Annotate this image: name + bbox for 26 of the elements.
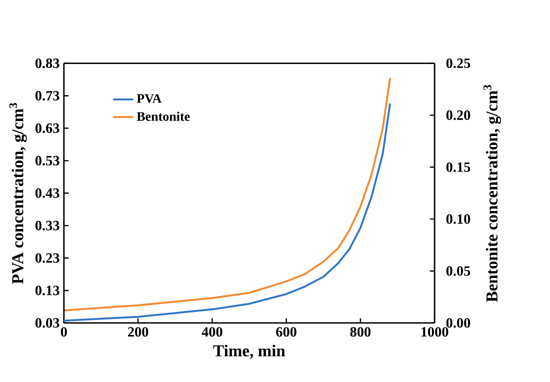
y-tick-label: 0.43 <box>35 188 60 198</box>
y-tick-label: 0.13 <box>35 286 60 296</box>
y-tick-label: 0.33 <box>35 220 60 230</box>
legend-label: PVA <box>136 94 162 104</box>
y2-tick-label: 0.15 <box>446 162 470 172</box>
y-tick-label: 0.03 <box>35 318 60 328</box>
x-tick-label: 600 <box>276 327 296 337</box>
y-tick-label: 0.23 <box>35 253 60 263</box>
legend-label: Bentonite <box>136 112 190 121</box>
y-tick-label: 0.73 <box>35 91 60 101</box>
x-tick-label: 200 <box>128 327 148 337</box>
y-tick-label: 0.83 <box>35 58 60 68</box>
y-tick-label: 0.63 <box>35 123 60 134</box>
y2-tick-label: 0.05 <box>446 266 470 276</box>
y2-tick-label: 0.00 <box>446 318 470 328</box>
y2-tick-label: 0.10 <box>446 214 470 224</box>
y2-tick-label: 0.20 <box>446 110 470 120</box>
y-axis-title: PVA concentration, g/cm$^{3}$ <box>9 103 27 284</box>
x-axis-title: Time, min <box>213 344 286 359</box>
x-tick-label: 800 <box>350 327 371 337</box>
x-tick-label: 0 <box>60 327 67 337</box>
y2-axis-title: Bentonite concentration, g/cm$^{3}$ <box>484 85 502 302</box>
y-tick-label: 0.53 <box>35 156 60 166</box>
x-tick-label: 1000 <box>422 327 448 337</box>
y2-tick-label: 0.25 <box>446 58 470 68</box>
x-tick-label: 400 <box>202 327 222 337</box>
